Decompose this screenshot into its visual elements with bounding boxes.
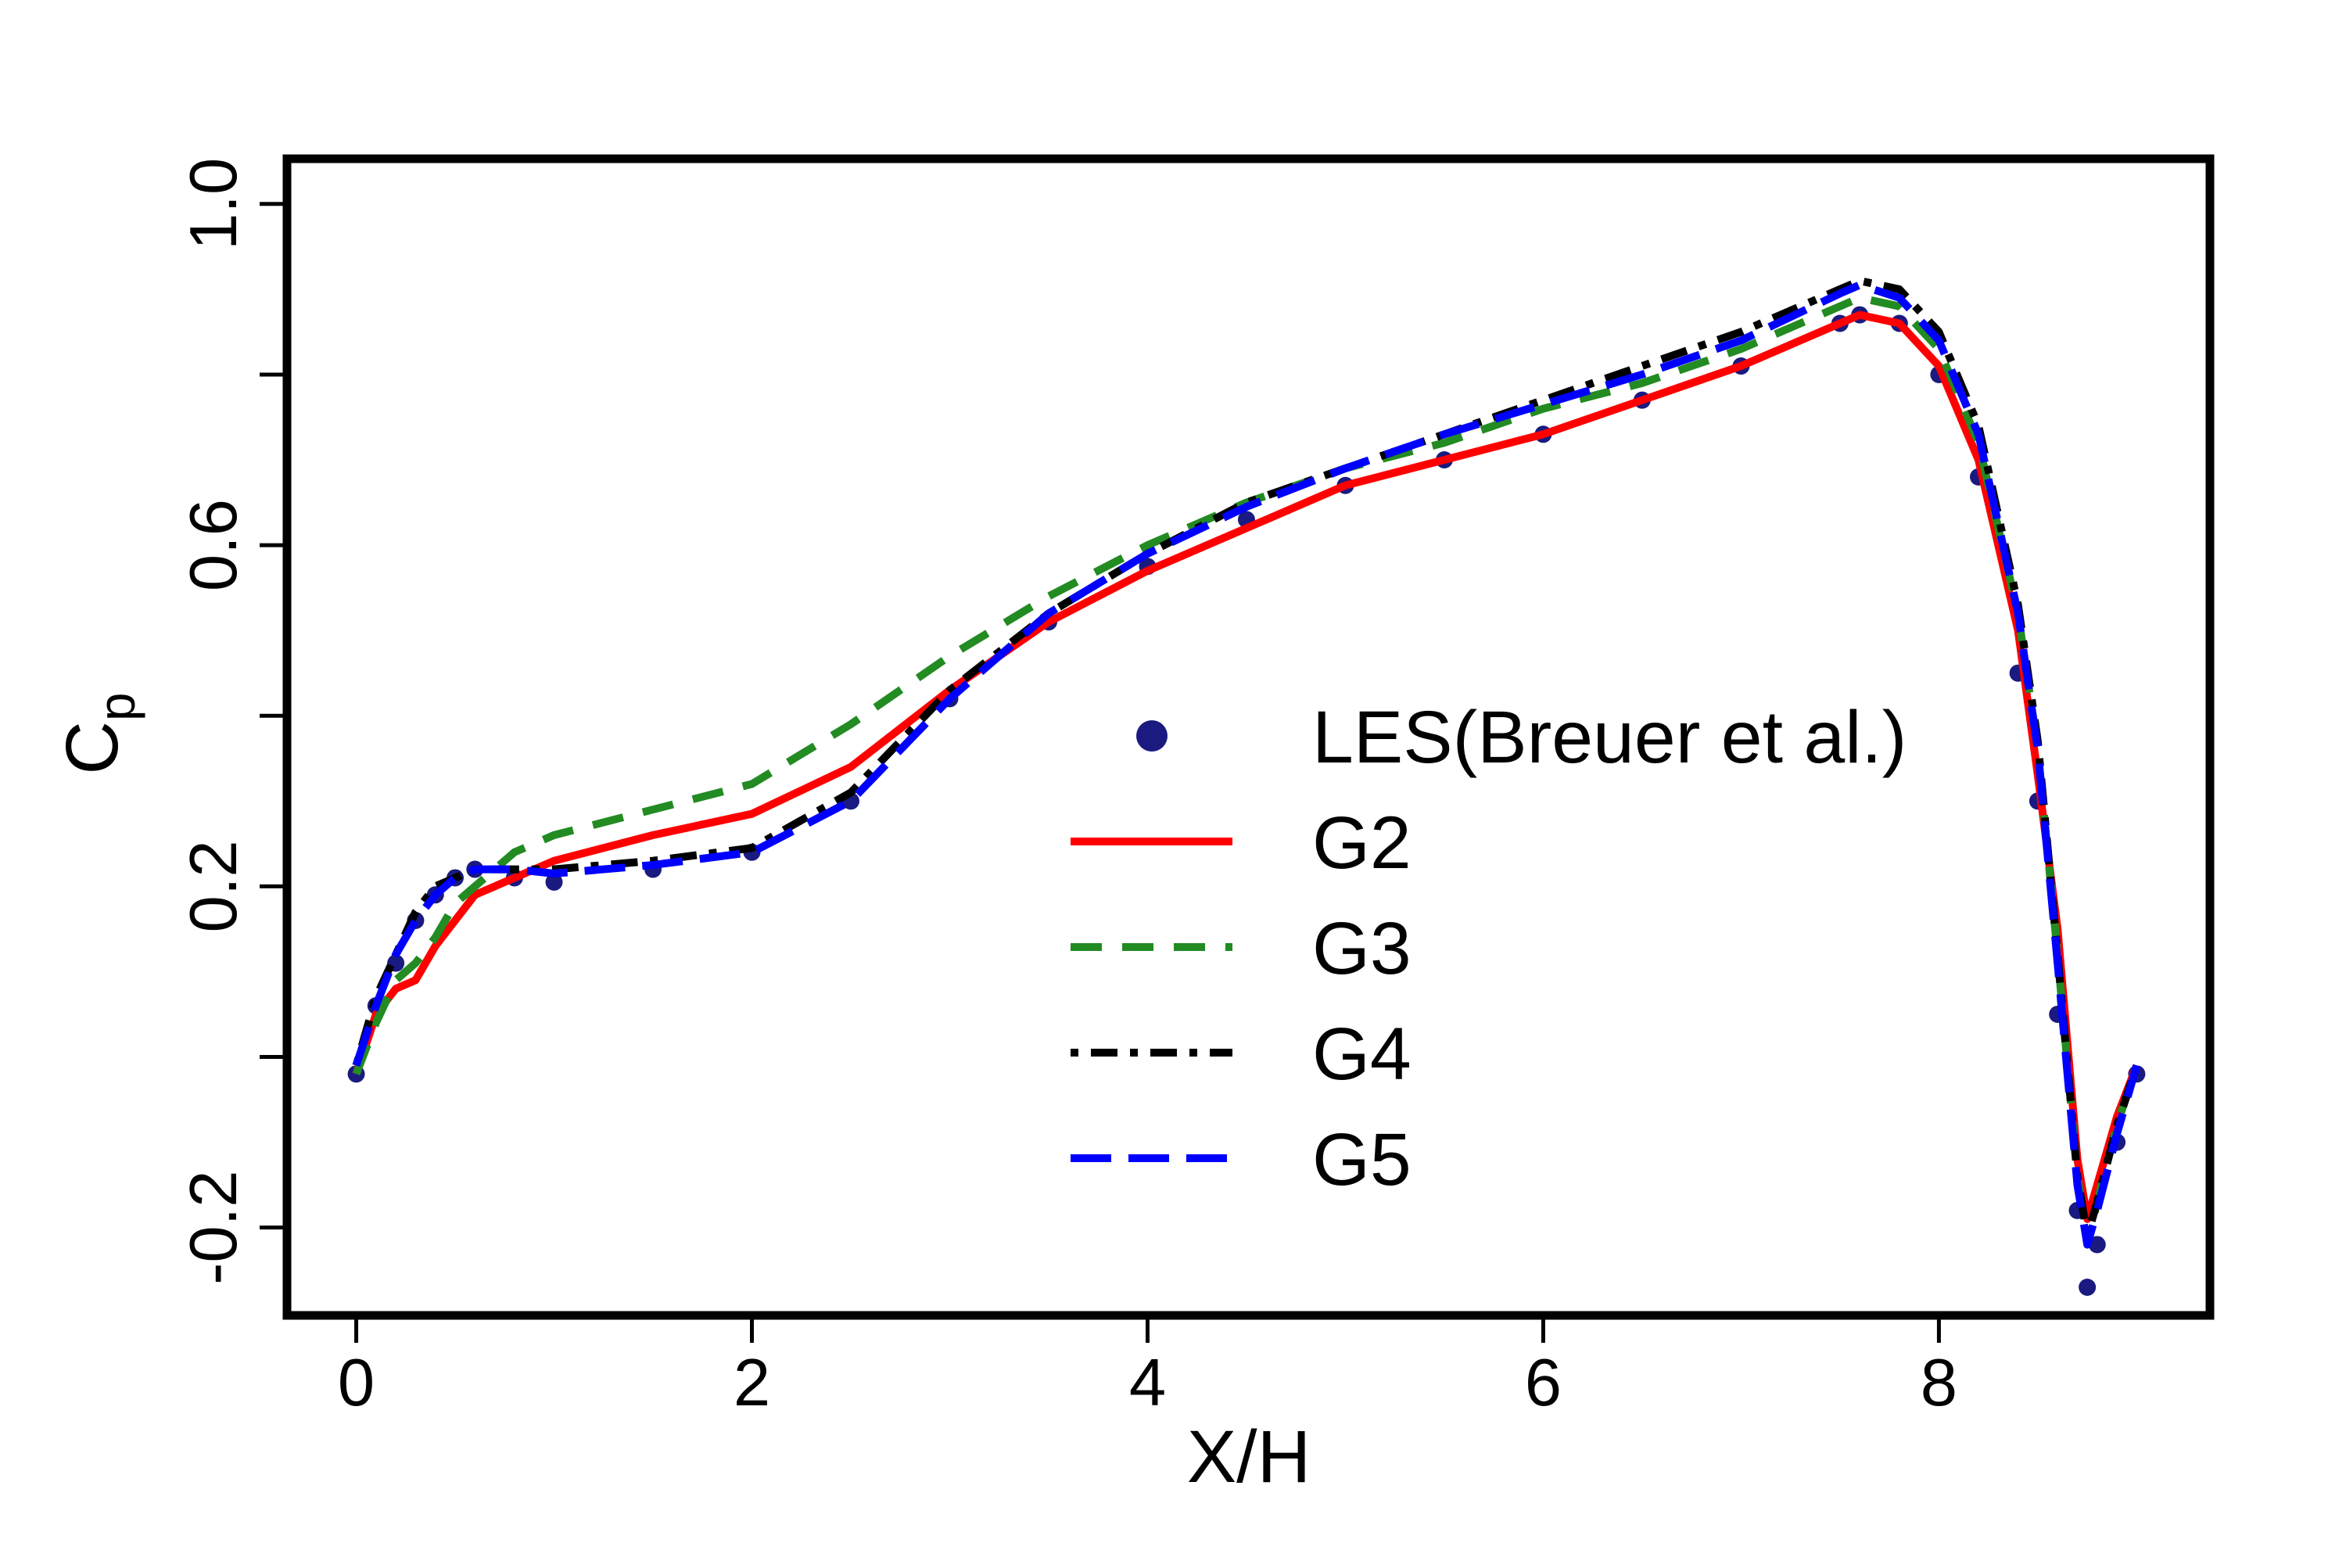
legend-label: LES(Breuer et al.) (1312, 696, 1907, 779)
y-tick-label: 1.0 (177, 158, 251, 250)
legend-label: G2 (1312, 802, 1412, 884)
legend-label: G5 (1312, 1118, 1412, 1201)
y-axis-label-sub: p (88, 692, 145, 721)
y-tick-label: 0.6 (177, 499, 251, 591)
x-axis-label: X/H (1187, 1416, 1311, 1498)
y-axis-label-main: C (51, 721, 134, 775)
data-point (2079, 1279, 2097, 1297)
data-point (545, 873, 563, 891)
legend-label: G3 (1312, 907, 1412, 990)
y-tick-label: -0.2 (177, 1170, 251, 1284)
series-line (352, 281, 2141, 1249)
y-axis-label: Cp (51, 692, 145, 774)
plot-frame (282, 154, 2215, 1320)
x-tick-label: 8 (1921, 1346, 1957, 1420)
data-point (2088, 1236, 2106, 1254)
x-tick-label: 0 (338, 1346, 375, 1420)
x-tick-label: 6 (1525, 1346, 1562, 1420)
x-tick-label: 4 (1129, 1346, 1166, 1420)
y-tick-label: 0.2 (177, 840, 251, 932)
x-tick-label: 2 (734, 1346, 770, 1420)
series-line (352, 293, 2141, 1249)
legend-swatch (1136, 720, 1168, 752)
legend-label: G4 (1312, 1013, 1412, 1096)
